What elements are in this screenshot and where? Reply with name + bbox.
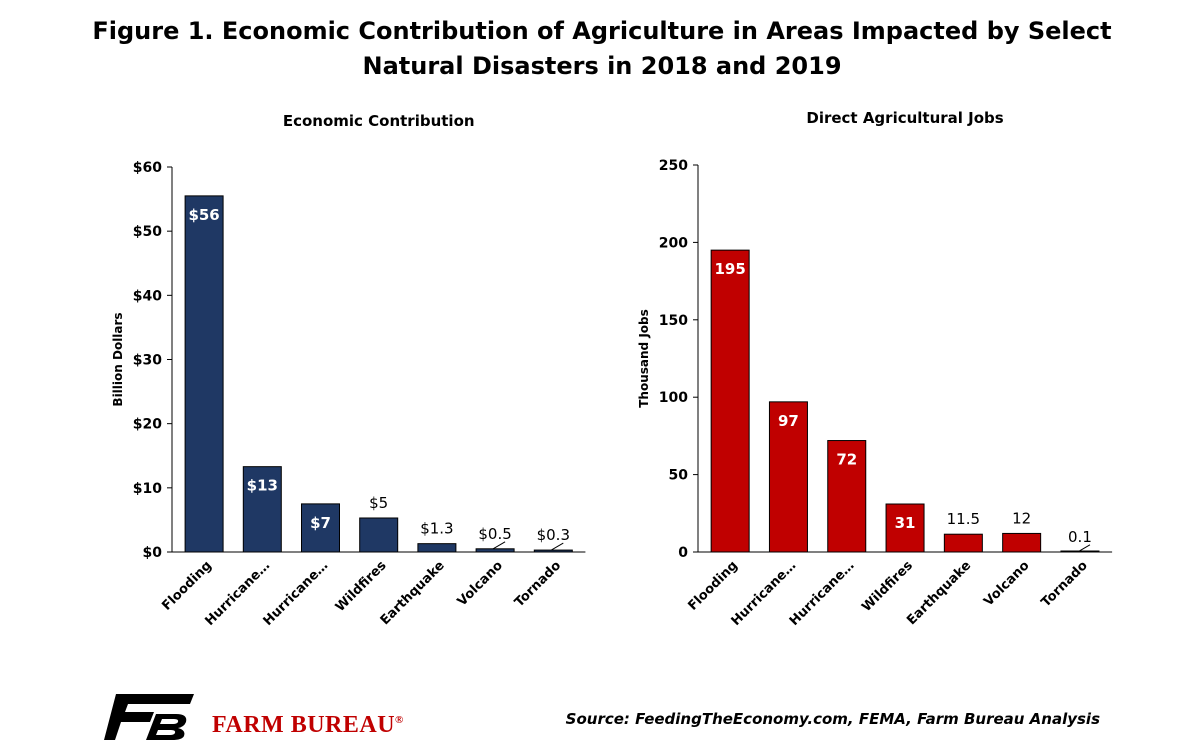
y-axis-label: Thousand Jobs bbox=[637, 309, 651, 408]
x-tick-label: Volcano bbox=[455, 558, 506, 609]
bar bbox=[710, 249, 750, 553]
data-label: 31 bbox=[895, 514, 916, 532]
y-tick-label: $10 bbox=[133, 481, 162, 497]
figure-title: Figure 1. Economic Contribution of Agric… bbox=[92, 17, 1112, 80]
bar bbox=[1002, 532, 1042, 553]
x-tick-label: Tornado bbox=[512, 558, 564, 610]
farm-bureau-fb-logo-icon bbox=[104, 694, 194, 740]
y-tick-label: $40 bbox=[133, 288, 162, 304]
data-label: $0.3 bbox=[537, 526, 570, 544]
bar bbox=[301, 503, 340, 553]
y-tick-label: $20 bbox=[133, 417, 162, 433]
data-label: 97 bbox=[778, 412, 799, 430]
data-label: $7 bbox=[310, 514, 331, 532]
bar bbox=[943, 533, 983, 553]
y-tick-label: 200 bbox=[659, 235, 688, 251]
brand-name: FARM BUREAU bbox=[212, 712, 396, 738]
data-label: $1.3 bbox=[420, 520, 453, 538]
farm-bureau-wordmark: FARM BUREAU® bbox=[212, 712, 404, 739]
bar bbox=[417, 543, 457, 553]
y-tick-label: 250 bbox=[659, 158, 688, 174]
economic-contribution-chart: Economic Contribution Billion Dollars $0 $1… bbox=[111, 112, 586, 629]
chart-title: Economic Contribution bbox=[283, 112, 475, 130]
bar bbox=[827, 440, 867, 553]
x-tick-label: Flooding bbox=[685, 558, 741, 614]
x-tick-label: Wildfires bbox=[859, 558, 916, 615]
data-label: $13 bbox=[247, 477, 278, 495]
x-tick-label: Volcano bbox=[981, 558, 1032, 609]
y-tick-label: $30 bbox=[133, 353, 162, 369]
y-tick-label: 50 bbox=[669, 468, 689, 484]
data-label-leader bbox=[551, 542, 564, 551]
bar bbox=[475, 548, 515, 553]
y-axis-label: Billion Dollars bbox=[111, 312, 125, 406]
data-label: 195 bbox=[714, 260, 745, 278]
bar bbox=[184, 195, 224, 553]
data-label: $5 bbox=[369, 494, 388, 512]
data-label: 12 bbox=[1012, 509, 1031, 527]
data-label: $0.5 bbox=[478, 525, 511, 543]
y-tick-label: $60 bbox=[133, 160, 162, 176]
data-label: 72 bbox=[836, 451, 857, 469]
y-tick-label: $50 bbox=[133, 224, 162, 240]
bar bbox=[533, 549, 573, 553]
y-tick-label: $0 bbox=[143, 545, 163, 561]
data-label: 0.1 bbox=[1068, 528, 1092, 546]
y-tick-label: 100 bbox=[659, 390, 688, 406]
data-label-leader bbox=[1077, 544, 1091, 553]
data-label: $56 bbox=[188, 206, 219, 224]
bar bbox=[885, 503, 925, 553]
data-label-leader bbox=[492, 541, 506, 550]
x-tick-label: Tornado bbox=[1039, 558, 1091, 610]
chart-title: Direct Agricultural Jobs bbox=[806, 109, 1003, 127]
registered-mark: ® bbox=[395, 714, 404, 726]
data-label: 11.5 bbox=[947, 510, 980, 528]
bar bbox=[359, 517, 399, 553]
x-tick-label: Wildfires bbox=[333, 558, 390, 615]
bar bbox=[768, 401, 808, 553]
x-tick-label: Flooding bbox=[159, 558, 215, 614]
source-note: Source: FeedingTheEconomy.com, FEMA, Far… bbox=[565, 710, 1100, 728]
y-tick-label: 0 bbox=[678, 545, 688, 561]
direct-agricultural-jobs-chart: Direct Agricultural Jobs Thousand Jobs 0 50… bbox=[637, 109, 1113, 629]
bar bbox=[242, 466, 282, 553]
y-tick-label: 150 bbox=[659, 313, 688, 329]
